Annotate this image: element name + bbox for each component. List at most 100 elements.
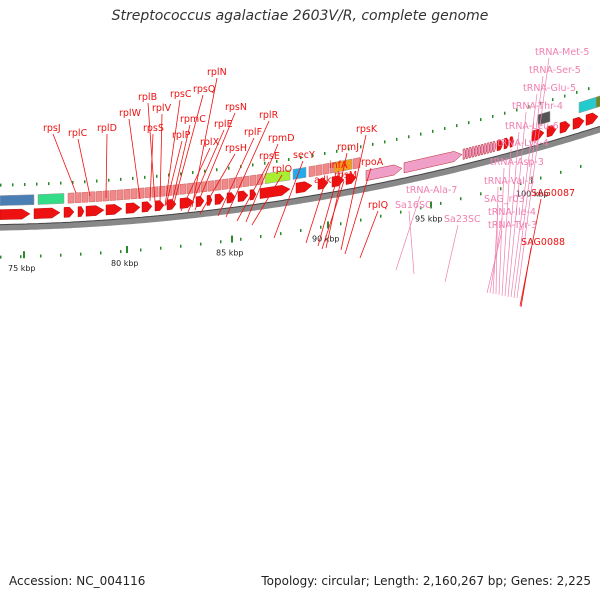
tick-dot xyxy=(324,151,326,155)
operon-block xyxy=(123,188,131,200)
rna-label: tRNA-Ser-5 xyxy=(529,65,581,76)
operon-block xyxy=(249,174,257,187)
trna-arrow xyxy=(483,143,488,155)
gene-arrow xyxy=(503,137,510,150)
rna-label: tRNA-Lys-4 xyxy=(497,138,549,149)
tick-dot xyxy=(48,182,50,186)
major-tick xyxy=(531,176,533,184)
gene-label: rpsE xyxy=(259,151,280,162)
gene-arrow xyxy=(259,185,291,199)
tick-dot xyxy=(380,214,382,218)
major-tick xyxy=(327,221,329,229)
trna-arrow xyxy=(468,147,473,159)
gene-label: rplV xyxy=(152,103,172,114)
rna-leader-line xyxy=(510,93,538,298)
backbone-layer xyxy=(0,125,600,231)
tick-dot xyxy=(228,166,230,170)
leader-line xyxy=(180,147,211,212)
leader-line xyxy=(344,167,372,255)
gene-label: rpoA xyxy=(361,157,384,168)
rna-label: tRNA-Ile-4 xyxy=(488,207,536,218)
tick-dot xyxy=(312,154,314,158)
gene-label: rplC xyxy=(68,128,88,139)
tick-dot xyxy=(276,159,278,163)
tick-dot xyxy=(288,158,290,162)
gene-arrow xyxy=(509,136,515,148)
tick-dot xyxy=(360,218,362,222)
gene-arrow xyxy=(496,139,504,152)
tick-dot xyxy=(420,206,422,210)
gene-arrow xyxy=(317,178,329,190)
tick-dot xyxy=(504,111,506,115)
scale-label: 80 kbp xyxy=(111,259,139,268)
gene-arrow xyxy=(141,201,153,213)
rrna-arrow xyxy=(365,164,403,182)
leader-line xyxy=(245,143,279,223)
operon-block xyxy=(74,192,82,204)
tick-dot xyxy=(408,135,410,139)
leader-line xyxy=(52,133,77,194)
tick-dot xyxy=(500,187,502,191)
tick-dot xyxy=(120,177,122,181)
operon-block xyxy=(81,191,89,203)
gene-arrow xyxy=(195,196,205,208)
tick-dot xyxy=(40,254,42,258)
gene-arrow xyxy=(585,112,599,126)
leader-line xyxy=(305,185,325,244)
tick-dot xyxy=(456,124,458,128)
feature-block xyxy=(595,95,600,109)
tick-dot xyxy=(468,121,470,125)
gene-arrow xyxy=(559,121,571,134)
leader-line xyxy=(128,118,141,200)
map-title: Streptococcus agalactiae 2603V/R, comple… xyxy=(111,8,489,24)
major-tick xyxy=(231,235,233,243)
gene-label: rpmJ xyxy=(337,142,359,153)
tick-dot xyxy=(200,242,202,246)
label-layer: rplN rpsQ rplB rpsC rplW rplV rpmC rpsJ rplC rplD… xyxy=(43,47,589,248)
trna-arrow xyxy=(465,147,470,159)
trna-arrow xyxy=(480,144,485,156)
leader-line xyxy=(147,102,156,203)
operon-block xyxy=(214,179,222,191)
leader-line xyxy=(236,161,270,222)
tick-dot xyxy=(480,118,482,122)
gene-label: rplF xyxy=(244,127,262,138)
tick-dot xyxy=(252,163,254,167)
tick-dot xyxy=(108,178,110,182)
tick-dot xyxy=(560,170,562,174)
leader-line xyxy=(251,174,283,226)
operon-block xyxy=(144,187,152,199)
major-tick xyxy=(126,245,128,253)
tick-dot xyxy=(140,248,142,252)
scale-label: 75 kbp xyxy=(8,264,36,273)
tick-dot xyxy=(492,114,494,118)
tick-dot xyxy=(420,132,422,136)
backbone-edge xyxy=(0,125,600,226)
rrna-arrow xyxy=(403,151,463,174)
tick-layer: 75 kbp 80 kbp 85 kbp 90 kbp 95 kbp 100 kbp xyxy=(0,87,590,273)
tick-dot xyxy=(180,172,182,176)
tick-dot xyxy=(460,197,462,201)
tick-dot xyxy=(60,253,62,257)
tick-dot xyxy=(0,183,2,187)
tick-dot xyxy=(264,161,266,165)
tick-dot xyxy=(240,237,242,241)
operon-block xyxy=(221,178,229,190)
tick-dot xyxy=(576,90,578,94)
operon-block xyxy=(322,162,330,175)
rna-label: tRNA-Thr-4 xyxy=(512,101,563,112)
tick-dot xyxy=(36,182,38,186)
rna-label: tRNA-Met-5 xyxy=(535,47,589,58)
gene-label: rpsM xyxy=(334,170,357,181)
leader-line xyxy=(217,137,255,217)
gene-label: rpsK xyxy=(356,124,378,135)
rna-leader-line xyxy=(516,57,550,299)
tick-dot xyxy=(396,137,398,141)
gene-label: secY xyxy=(293,150,315,161)
feature-layer xyxy=(0,95,600,220)
leader-line xyxy=(317,170,340,247)
leader-line xyxy=(273,160,304,239)
gene-label: rpsQ xyxy=(193,84,215,95)
tick-dot xyxy=(84,180,86,184)
tick-dot xyxy=(444,127,446,131)
